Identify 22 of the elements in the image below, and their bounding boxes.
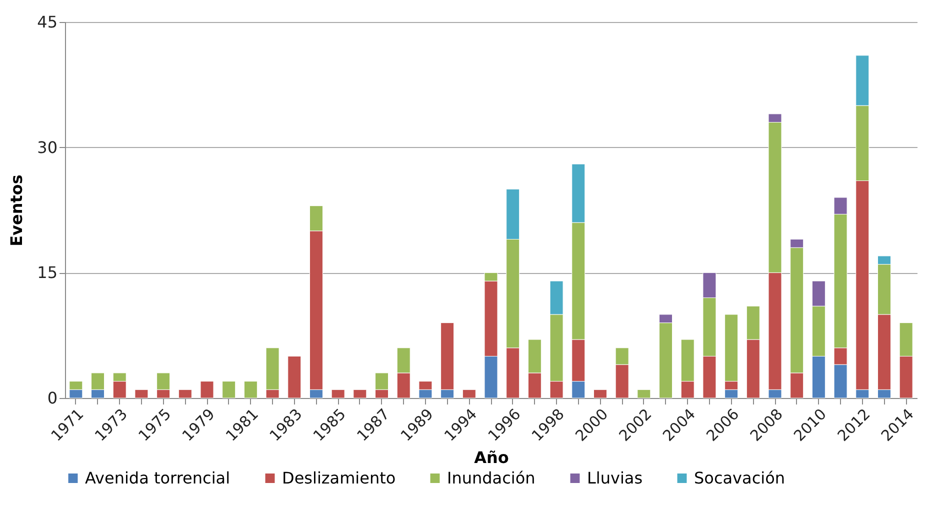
- bar: [331, 389, 345, 398]
- y-axis-title: Eventos: [7, 174, 26, 246]
- legend-label: Lluvias: [587, 468, 643, 488]
- bar: [244, 381, 258, 398]
- legend-label: Socavación: [694, 468, 785, 488]
- bar: [288, 356, 302, 398]
- y-tick-label: 15: [37, 263, 58, 282]
- bar: [200, 381, 214, 398]
- legend-label: Inundación: [447, 468, 536, 488]
- legend-label: Deslizamiento: [282, 468, 396, 488]
- y-tick-label: 30: [37, 138, 58, 157]
- bar: [178, 389, 192, 398]
- x-axis-title: Año: [474, 448, 509, 468]
- bar: [637, 389, 651, 398]
- bar: [222, 381, 236, 398]
- bar: [593, 389, 607, 398]
- y-tick-label: 0: [47, 388, 58, 408]
- bar: [462, 389, 476, 398]
- bar: [134, 389, 148, 398]
- bar: [353, 389, 367, 398]
- legend-label: Avenida torrencial: [85, 468, 230, 488]
- y-tick-label: 45: [37, 12, 58, 32]
